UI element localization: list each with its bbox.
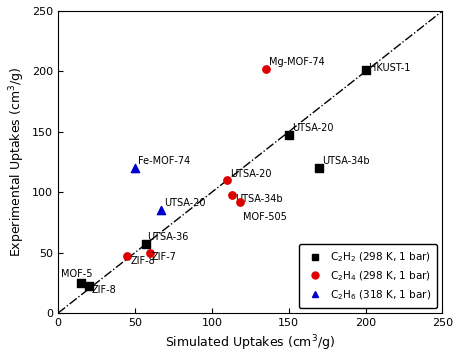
Text: ZIF-7: ZIF-7 [151,252,176,262]
Point [235,199,243,205]
Point [315,165,323,171]
Text: ZIF-8: ZIF-8 [92,285,117,295]
Point [142,241,149,247]
Text: MOF-505: MOF-505 [242,212,286,222]
Point [85,284,92,289]
Point [123,253,131,259]
X-axis label: Simulated Uptakes (cm$^3$/g): Simulated Uptakes (cm$^3$/g) [165,333,335,353]
Y-axis label: Experimental Uptakes (cm$^3$/g): Experimental Uptakes (cm$^3$/g) [7,67,27,257]
Point [157,207,164,213]
Text: Fe-MOF-74: Fe-MOF-74 [138,156,190,166]
Legend: C$_2$H$_2$ (298 K, 1 bar), C$_2$H$_4$ (298 K, 1 bar), C$_2$H$_6$ (318 K, 1 bar): C$_2$H$_2$ (298 K, 1 bar), C$_2$H$_4$ (2… [298,244,437,308]
Point [361,67,369,73]
Point [77,280,84,286]
Text: UTSA-20: UTSA-20 [230,169,271,179]
Text: Mg-MOF-74: Mg-MOF-74 [268,57,324,67]
Text: UTSA-20: UTSA-20 [164,198,205,208]
Point [131,165,138,171]
Text: UTSA-34b: UTSA-34b [322,156,369,166]
Text: ZIF-8: ZIF-8 [130,256,155,266]
Point [228,192,235,198]
Point [262,66,269,72]
Text: UTSA-20: UTSA-20 [291,123,333,133]
Text: MOF-5: MOF-5 [61,269,92,279]
Text: UTSA-34b: UTSA-34b [235,194,282,204]
Text: UTSA-36: UTSA-36 [147,232,188,242]
Point [285,132,292,138]
Text: HKUST-1: HKUST-1 [368,63,409,73]
Point [223,177,230,183]
Point [146,250,154,256]
